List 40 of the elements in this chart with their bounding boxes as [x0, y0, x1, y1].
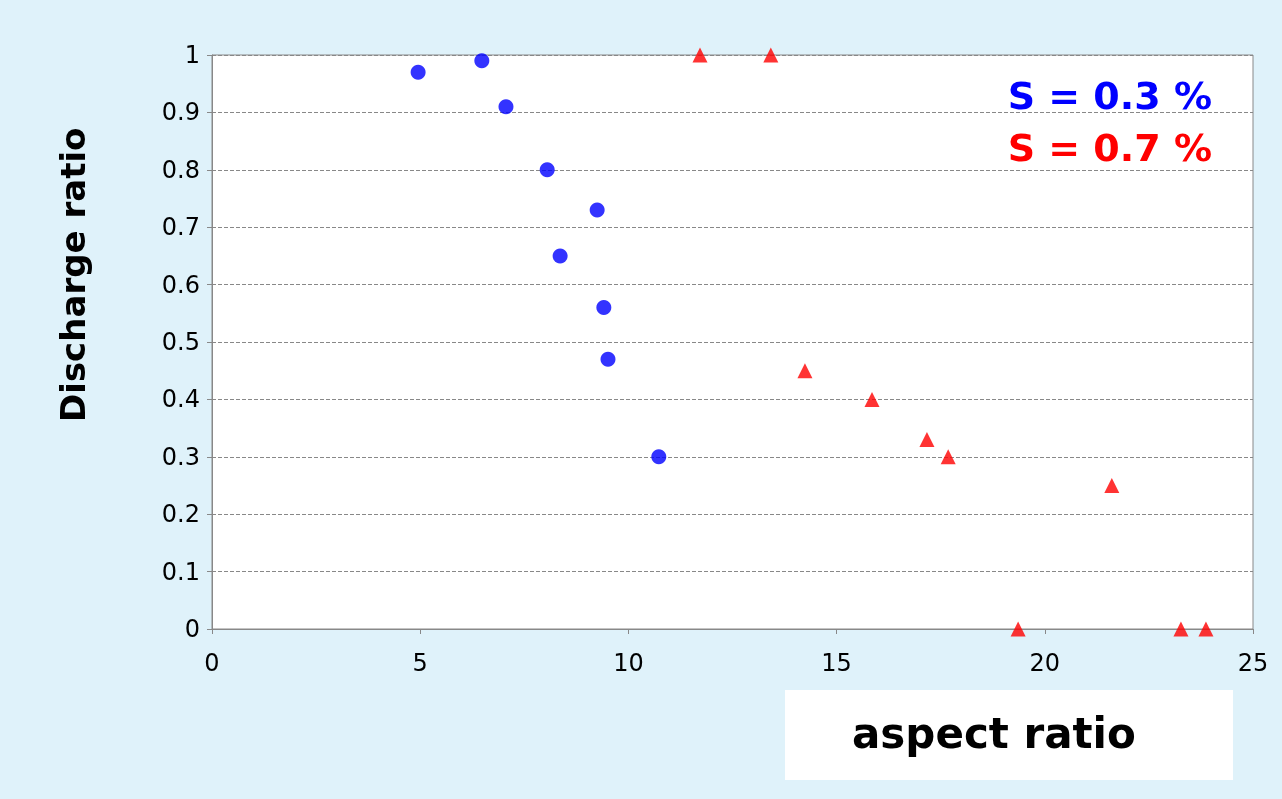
x-tick-label: 20: [1029, 649, 1061, 677]
point: [692, 47, 708, 63]
point: [1173, 621, 1189, 637]
y-tick-label: 0.5: [161, 328, 200, 356]
point: [1010, 621, 1026, 637]
point: [864, 391, 880, 407]
y-tick-label: 0.6: [161, 270, 200, 299]
point: [797, 363, 813, 379]
point: [410, 64, 426, 80]
y-tick-label: 0.7: [161, 213, 200, 242]
y-tick-label: 0: [184, 615, 200, 643]
y-tick-label: 1: [184, 41, 200, 69]
point: [1198, 621, 1214, 637]
point: [552, 248, 568, 264]
point: [940, 449, 956, 465]
x-tick-label: 10: [613, 649, 644, 677]
y-tick-label: 0.2: [161, 500, 200, 529]
y-axis-title: Discharge ratio: [53, 127, 93, 422]
x-tick-label: 0: [204, 649, 220, 677]
x-axis-title: aspect ratio: [852, 708, 1136, 758]
y-tick-label: 0.9: [161, 98, 200, 127]
point: [919, 432, 935, 448]
point: [498, 99, 514, 115]
text: S = 0.7 %: [1007, 126, 1212, 170]
x-tick-label: 25: [1237, 649, 1269, 677]
point: [763, 47, 779, 63]
point: [539, 162, 555, 178]
y-tick-label: 0.4: [161, 385, 200, 414]
x-tick-label: 5: [412, 649, 428, 677]
point: [651, 449, 667, 465]
point: [600, 351, 616, 367]
point: [589, 202, 605, 218]
text: S = 0.3 %: [1007, 74, 1212, 118]
y-tick-label: 0.1: [161, 557, 200, 586]
point: [474, 53, 490, 69]
x-tick-label: 15: [821, 649, 852, 677]
y-tick-label: 0.8: [161, 155, 200, 184]
point: [596, 300, 612, 316]
y-tick-label: 0.3: [161, 442, 200, 471]
point: [1104, 478, 1120, 493]
